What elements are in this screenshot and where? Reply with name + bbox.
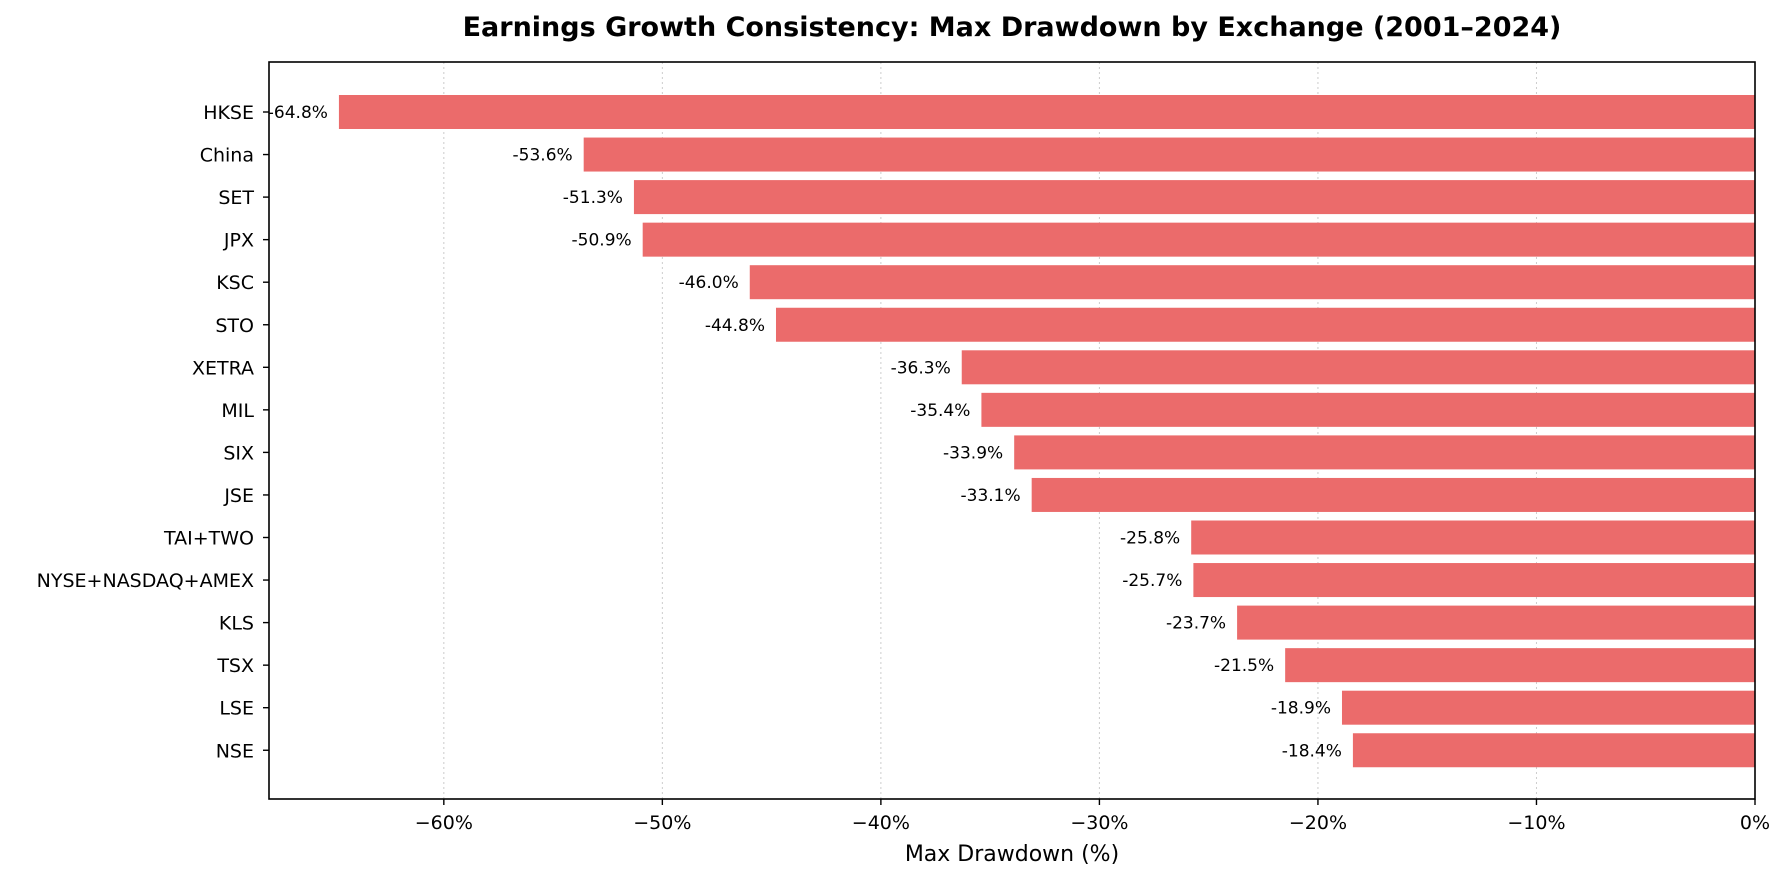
- y-category-label: TSX: [216, 655, 254, 677]
- bar: [961, 350, 1755, 385]
- value-label: -23.7%: [1166, 614, 1226, 634]
- y-axis: HKSE China SET JPX KSC STO XETRA MIL SIX JSE TAI+T…: [37, 102, 269, 762]
- y-category-label: MIL: [221, 400, 254, 422]
- y-category-label: NYSE+NASDAQ+AMEX: [37, 570, 254, 592]
- bar: [1352, 733, 1755, 768]
- plot-frame: [268, 61, 1756, 800]
- y-category-label: JPX: [223, 230, 254, 252]
- value-labels-layer: -64.8% -53.6% -51.3% -50.9% -46.0% -44.8% -36.…: [268, 103, 1342, 761]
- value-label: -53.6%: [513, 146, 573, 166]
- value-label: -64.8%: [268, 103, 328, 123]
- x-tick-label: −10%: [1507, 812, 1565, 834]
- y-category-label: KSC: [216, 272, 254, 294]
- bar: [981, 392, 1755, 427]
- bars-layer: [338, 95, 1755, 768]
- x-tick-label: −40%: [852, 812, 910, 834]
- bar: [1031, 477, 1755, 512]
- bar: [1193, 563, 1755, 598]
- y-category-label: China: [200, 145, 254, 167]
- y-category-label: XETRA: [192, 357, 254, 379]
- value-label: -36.3%: [891, 358, 951, 378]
- y-category-label: STO: [215, 315, 254, 337]
- value-label: -44.8%: [705, 316, 765, 336]
- bar: [642, 222, 1755, 257]
- bar: [583, 137, 1755, 172]
- value-label: -51.3%: [563, 188, 623, 208]
- value-label: -21.5%: [1214, 656, 1274, 676]
- bar: [338, 95, 1755, 129]
- y-category-label: SIX: [223, 442, 254, 464]
- value-label: -33.9%: [943, 443, 1003, 463]
- bar: [1341, 690, 1755, 725]
- x-tick-label: −30%: [1070, 812, 1128, 834]
- y-category-label: TAI+TWO: [163, 528, 254, 550]
- bar: [749, 265, 1755, 300]
- y-category-label: SET: [218, 187, 254, 209]
- x-tick-label: −60%: [415, 812, 473, 834]
- y-category-label: HKSE: [203, 102, 254, 124]
- y-category-label: LSE: [219, 698, 254, 720]
- value-label: -25.7%: [1122, 571, 1182, 591]
- x-tick-label: −50%: [633, 812, 691, 834]
- y-category-label: JSE: [223, 485, 254, 507]
- value-label: -46.0%: [679, 273, 739, 293]
- value-label: -18.4%: [1282, 741, 1342, 761]
- chart-title: Earnings Growth Consistency: Max Drawdow…: [463, 12, 1562, 43]
- bar: [1014, 435, 1755, 470]
- bar: [1285, 648, 1755, 683]
- x-tick-label: 0%: [1740, 812, 1770, 834]
- x-axis-label: Max Drawdown (%): [905, 842, 1119, 867]
- y-category-label: KLS: [219, 613, 254, 635]
- bar: [775, 307, 1755, 342]
- grid-layer: [443, 62, 1756, 799]
- y-category-label: NSE: [216, 740, 254, 762]
- value-label: -35.4%: [910, 401, 970, 421]
- value-label: -50.9%: [572, 231, 632, 251]
- value-label: -18.9%: [1271, 699, 1331, 719]
- bar: [1191, 520, 1755, 555]
- x-axis: −60% −50% −40% −30% −20% −10% 0%: [415, 799, 1770, 834]
- x-tick-label: −20%: [1289, 812, 1347, 834]
- value-label: -25.8%: [1120, 529, 1180, 549]
- bar: [1237, 605, 1755, 640]
- bar: [633, 180, 1755, 215]
- value-label: -33.1%: [961, 486, 1021, 506]
